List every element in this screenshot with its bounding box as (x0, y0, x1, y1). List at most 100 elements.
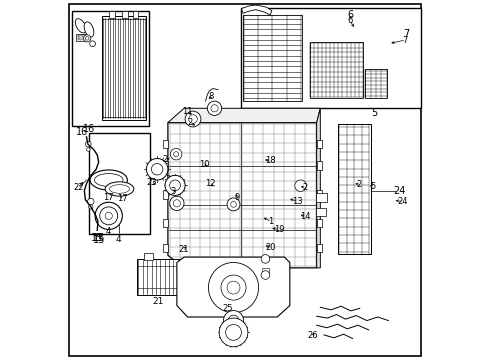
Text: 17: 17 (117, 194, 128, 203)
Text: 25: 25 (222, 303, 233, 312)
Bar (317, 140, 322, 148)
Bar (316, 208, 326, 216)
Bar (89, 134, 150, 234)
Polygon shape (317, 108, 320, 268)
Bar (163, 190, 168, 199)
Ellipse shape (90, 170, 127, 190)
Bar (101, 17, 147, 120)
Text: 2: 2 (163, 155, 168, 164)
Bar (316, 193, 327, 202)
Circle shape (147, 158, 168, 180)
Text: 8: 8 (208, 92, 214, 101)
Text: 4: 4 (116, 234, 122, 243)
Circle shape (151, 163, 163, 175)
Circle shape (87, 148, 90, 151)
Circle shape (261, 271, 270, 279)
Bar (317, 219, 322, 227)
Circle shape (170, 196, 184, 211)
Circle shape (223, 311, 244, 330)
Text: 2: 2 (356, 180, 362, 189)
Text: 24: 24 (397, 197, 408, 206)
Bar (317, 161, 322, 170)
Text: 24: 24 (394, 186, 406, 196)
Bar (163, 140, 168, 148)
Text: 2: 2 (303, 183, 308, 192)
Text: 10: 10 (199, 161, 210, 170)
Text: 21: 21 (152, 297, 164, 306)
Circle shape (100, 207, 118, 225)
Text: 26: 26 (307, 332, 318, 341)
Circle shape (219, 318, 248, 347)
Text: 5: 5 (371, 108, 377, 118)
Text: 2: 2 (188, 118, 193, 127)
Text: 21: 21 (178, 245, 189, 254)
Text: 7: 7 (402, 36, 407, 45)
Circle shape (89, 205, 93, 209)
Circle shape (227, 281, 240, 294)
Text: 4: 4 (105, 227, 111, 236)
Text: 1: 1 (268, 217, 273, 226)
Circle shape (95, 202, 122, 229)
Text: 15: 15 (93, 233, 105, 243)
Text: 19: 19 (274, 225, 284, 234)
Text: 17: 17 (103, 193, 113, 202)
Circle shape (211, 105, 218, 112)
Circle shape (208, 262, 259, 313)
Circle shape (173, 200, 180, 207)
Bar (163, 244, 168, 252)
Bar (310, 42, 364, 98)
Text: 16: 16 (83, 125, 95, 134)
Ellipse shape (84, 22, 94, 37)
Circle shape (185, 111, 201, 127)
Bar (163, 161, 168, 170)
Text: 5: 5 (371, 182, 376, 191)
Polygon shape (242, 5, 272, 15)
Bar (317, 190, 322, 199)
Circle shape (295, 180, 306, 192)
Bar (243, 15, 302, 101)
Circle shape (85, 37, 89, 40)
Circle shape (189, 115, 197, 123)
Circle shape (85, 141, 91, 147)
Text: 13: 13 (292, 197, 302, 206)
Text: 14: 14 (300, 212, 311, 221)
Circle shape (227, 198, 240, 211)
Circle shape (170, 180, 180, 191)
Polygon shape (177, 257, 290, 317)
Circle shape (231, 202, 236, 207)
Text: 3: 3 (170, 187, 175, 196)
Circle shape (261, 255, 270, 263)
Bar (76, 35, 87, 41)
Text: 7: 7 (403, 29, 410, 39)
Bar (242, 8, 421, 108)
Ellipse shape (75, 19, 86, 33)
Bar (77, 36, 79, 40)
Bar (122, 11, 128, 18)
Circle shape (90, 41, 96, 46)
Bar (83, 36, 85, 40)
Bar (366, 69, 387, 98)
Circle shape (84, 35, 91, 42)
Text: 6: 6 (348, 10, 354, 21)
Text: 20: 20 (266, 243, 276, 252)
Bar (80, 36, 82, 40)
Circle shape (105, 212, 112, 220)
Bar (144, 253, 153, 260)
Text: 12: 12 (205, 179, 215, 188)
Circle shape (171, 148, 182, 160)
Bar (338, 125, 370, 253)
Text: 23: 23 (147, 178, 157, 187)
Text: 22: 22 (73, 183, 83, 192)
Text: 16: 16 (76, 127, 88, 137)
Bar (163, 219, 168, 227)
Text: 11: 11 (182, 107, 193, 116)
Bar (262, 268, 269, 273)
Circle shape (225, 324, 242, 340)
Polygon shape (168, 108, 320, 123)
Bar (72, 12, 149, 126)
Ellipse shape (105, 182, 134, 196)
Text: 15: 15 (91, 233, 103, 243)
Circle shape (207, 101, 221, 116)
Text: 9: 9 (235, 193, 240, 202)
Circle shape (88, 198, 94, 205)
